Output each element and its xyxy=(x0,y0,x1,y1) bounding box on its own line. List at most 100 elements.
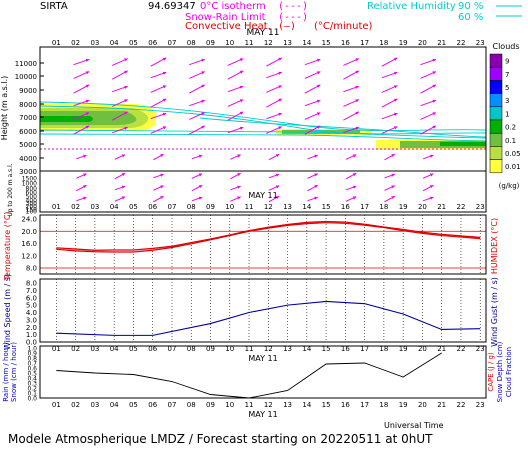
wind-arrow-head xyxy=(162,98,167,102)
top-hour-13: 13 xyxy=(283,39,292,47)
rain-top-hour-04: 04 xyxy=(110,345,119,353)
rain-bottom-hour-20: 20 xyxy=(418,401,427,409)
temp-frame xyxy=(39,214,487,275)
wind-arrow-head xyxy=(162,112,167,116)
wind-arrow-head xyxy=(239,111,244,115)
rain-bottom-hour-21: 21 xyxy=(437,401,446,409)
wind-arrow-head xyxy=(352,173,357,177)
cloud-scale-label-1: 1 xyxy=(505,110,509,118)
wind-arrow-head xyxy=(83,173,87,177)
height-tick-8000: 8000 xyxy=(19,101,37,109)
wind-arrow-head xyxy=(198,154,203,158)
cloud-scale-swatch-3 xyxy=(489,80,503,94)
wind-arrow-head xyxy=(237,196,241,200)
height-tick-10000: 10000 xyxy=(15,73,37,81)
rain-tick-0.3: 0.3 xyxy=(27,381,37,388)
rain-top-hour-10: 10 xyxy=(225,345,234,353)
top-hour-12: 12 xyxy=(264,39,273,47)
wind-arrow-head xyxy=(237,173,241,177)
wind-arrow-head xyxy=(316,84,321,88)
wind-arrow-head xyxy=(429,173,434,177)
cloud-band-far-darkgreen xyxy=(440,142,486,146)
rain-bottom-hour-01: 01 xyxy=(52,401,61,409)
rain-tick-0.2: 0.2 xyxy=(27,386,37,393)
wind-arrow-head xyxy=(393,126,398,130)
wind-arrow-head xyxy=(160,185,164,189)
station-code: 94.69347 xyxy=(148,1,196,12)
cloud-band-darkgreen xyxy=(40,116,93,122)
wind-arrow-head xyxy=(316,125,321,129)
height-subtick-100: 100 xyxy=(26,209,38,216)
rain-top-hour-06: 06 xyxy=(148,345,157,353)
mid-hour-09: 09 xyxy=(206,203,215,211)
wind-arrow-head xyxy=(201,71,205,75)
rain-bottom-hour-05: 05 xyxy=(129,401,138,409)
cloud-scale-swatch-7 xyxy=(489,132,503,147)
wind-arrow-head xyxy=(124,99,128,103)
rain-bottom-hour-19: 19 xyxy=(399,401,408,409)
wind-arrow-head xyxy=(352,185,357,189)
wind-arrow-head xyxy=(275,185,280,189)
rain-date-label-top: MAY 11 xyxy=(248,354,277,363)
wind-arrow-head xyxy=(162,85,167,89)
rain-top-hour-17: 17 xyxy=(360,345,369,353)
rain-bottom-hour-12: 12 xyxy=(264,401,273,409)
cloud-scale-swatch-8 xyxy=(489,146,503,160)
station-name: SIRTA xyxy=(40,1,68,12)
temp-series-2 xyxy=(56,222,481,253)
temp-tick-16.0: 16.0 xyxy=(21,240,37,248)
wind-arrow-head xyxy=(201,125,205,129)
rain-top-hour-20: 20 xyxy=(418,345,427,353)
wind-arrow-head xyxy=(275,173,280,177)
wind-arrow-head xyxy=(314,196,318,200)
mid-hour-13: 13 xyxy=(283,203,292,211)
mid-hour-12: 12 xyxy=(264,203,273,211)
wind-arrow-head xyxy=(393,98,398,102)
wind-arrow-head xyxy=(432,125,436,129)
wind-tick-6.0: 6.0 xyxy=(26,294,37,302)
rain-bottom-hour-07: 07 xyxy=(168,401,177,409)
mid-hour-21: 21 xyxy=(437,203,446,211)
wind-arrow-head xyxy=(432,71,436,75)
legend-snow-rain-symbol: (---) xyxy=(278,12,308,23)
top-hour-08: 08 xyxy=(187,39,196,47)
wind-tick-8.0: 8.0 xyxy=(26,280,37,288)
wind-arrow-head xyxy=(239,126,244,130)
top-hour-14: 14 xyxy=(302,39,311,47)
mid-hour-16: 16 xyxy=(341,203,350,211)
height-subtick-150: 150 xyxy=(26,207,38,214)
wind-arrow-head xyxy=(432,58,436,62)
rain-bottom-hour-06: 06 xyxy=(148,401,157,409)
mid-hour-14: 14 xyxy=(302,203,311,211)
mid-hour-11: 11 xyxy=(245,203,254,211)
height-tick-6000: 6000 xyxy=(19,128,37,136)
height-axis-label: Height (m a.s.l.) xyxy=(0,76,9,141)
top-hour-03: 03 xyxy=(90,39,99,47)
wind-arrow-head xyxy=(124,126,128,130)
height-tick-9000: 9000 xyxy=(19,87,37,95)
wind-tick-5.0: 5.0 xyxy=(26,302,37,310)
rain-tick-0.1: 0.1 xyxy=(27,391,37,398)
humidex-axis-label: HUMIDEX (°C) xyxy=(490,218,499,274)
top-hour-07: 07 xyxy=(168,39,177,47)
wind-arrow-head xyxy=(429,185,434,189)
temp-panel: MAY 11 01 02 03 04 05 06 07 08 09 10 11 12 13 14 15 16 17… xyxy=(3,191,499,282)
rain-bottom-hour-18: 18 xyxy=(379,401,388,409)
rh-contour-1 xyxy=(39,101,487,131)
rain-bottom-hour-03: 03 xyxy=(90,401,99,409)
top-hour-11: 11 xyxy=(245,39,254,47)
wind-arrow-head xyxy=(237,154,241,158)
wind-arrow-head xyxy=(160,196,164,200)
cloud-scale-title: Clouds xyxy=(492,42,519,51)
rain-panel: 01 02 03 04 05 06 07 08 09 10 11 12 13 14 15 16 17 18 19 20… xyxy=(2,341,513,419)
cloudfrac-axis-label: Cloud Fraction xyxy=(505,347,513,397)
rain-bottom-hour-22: 22 xyxy=(456,401,465,409)
rain-bottom-hour-04: 04 xyxy=(110,401,119,409)
mid-hour-23: 23 xyxy=(476,203,485,211)
wind-arrow-head xyxy=(355,99,359,103)
wind-arrow-head xyxy=(355,111,359,115)
cloud-scale-label-9: 9 xyxy=(505,58,509,66)
rain-bottom-hour-08: 08 xyxy=(187,401,196,409)
rain-tick-1.0: 1.0 xyxy=(27,346,37,353)
